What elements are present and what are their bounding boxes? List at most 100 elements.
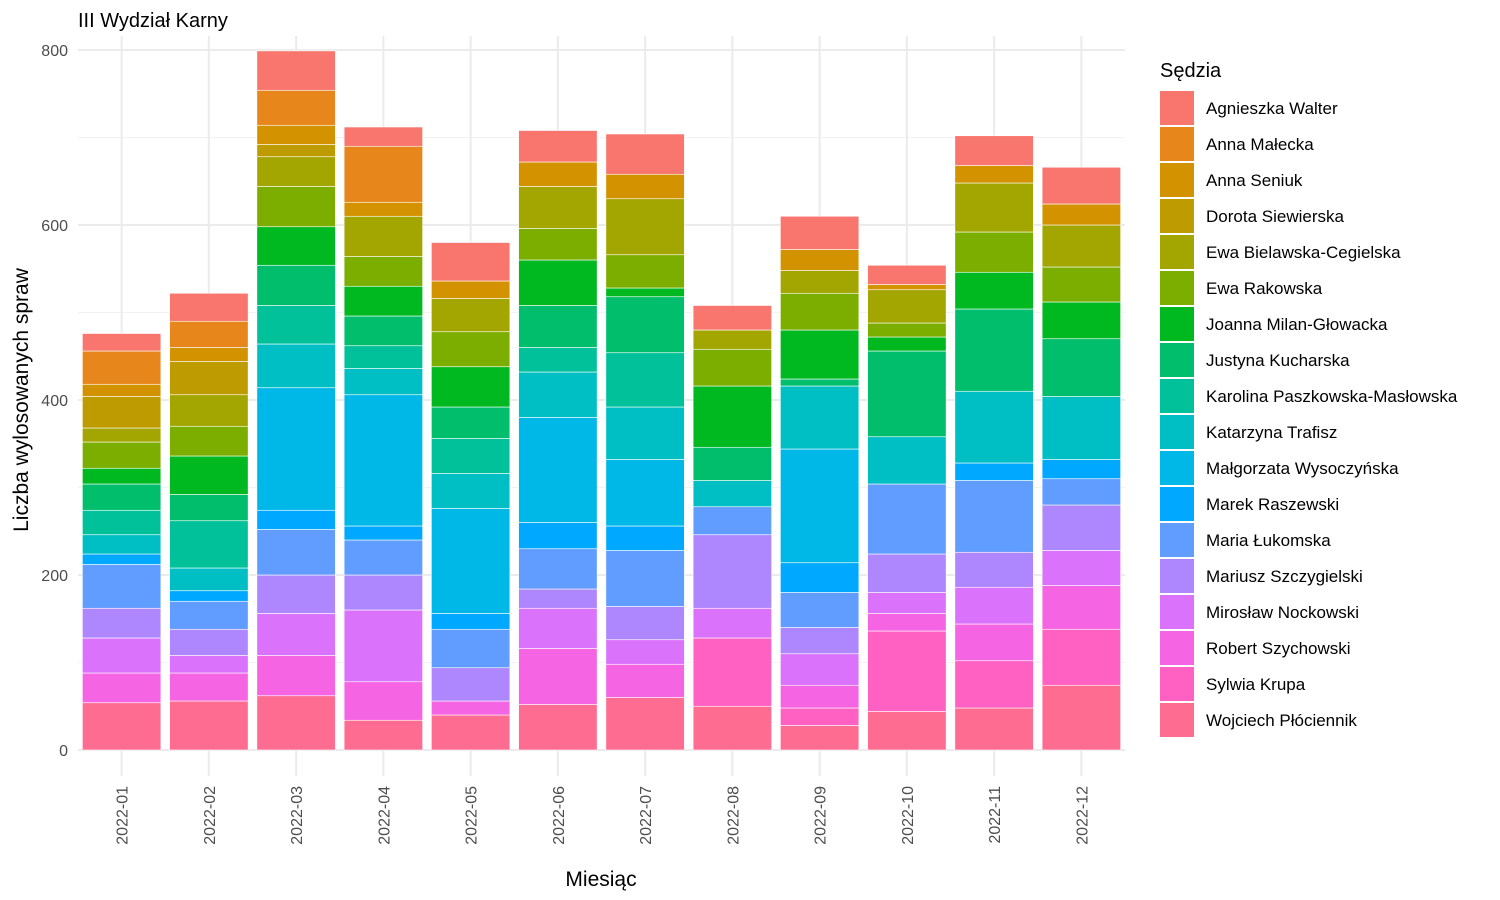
bar-segment [169,320,249,348]
bar-segment [954,586,1034,625]
bar-segment [780,249,860,271]
bar-segment [256,89,336,126]
bar-segment [1041,166,1121,205]
bars [82,50,1121,751]
bar-segment [431,473,511,509]
x-tick-label: 2022-05 [464,786,481,845]
bar-segment [431,438,511,474]
bar-segment [954,707,1034,751]
bar-segment [605,173,685,200]
bar-segment [692,705,772,751]
bar-segment [605,525,685,551]
bar-segment [343,256,423,287]
bar-segment [605,406,685,460]
legend: Agnieszka Walter Anna Małecka Anna Seniuk D… [1160,91,1458,737]
bar-segment [518,371,598,418]
bar-segment [518,305,598,348]
bar-segment [169,494,249,522]
bar-segment [867,630,947,712]
bar-segment [605,550,685,607]
bar-segment [867,711,947,751]
bar-segment [343,345,423,369]
legend-swatch [1160,91,1194,125]
bar-segment [780,562,860,593]
bar-segment [82,534,162,555]
bar-segment [954,462,1034,481]
legend-swatch [1160,451,1194,485]
bar-segment [518,347,598,373]
bar-segment [431,613,511,630]
bar-segment [518,548,598,590]
legend-label: Joanna Milan-Głowacka [1206,315,1388,334]
bar-segment [256,574,336,614]
legend-label: Ewa Rakowska [1206,279,1323,298]
bar-segment [169,567,249,592]
legend-swatch [1160,307,1194,341]
x-tick-label: 2022-09 [813,786,830,845]
bar-segment [1041,203,1121,226]
bar-segment [1041,301,1121,340]
bar-segment [169,520,249,569]
legend-swatch [1160,559,1194,593]
bar-segment [518,228,598,261]
y-tick-label: 800 [41,43,68,60]
bar-segment [692,385,772,448]
bar-segment [343,285,423,317]
legend-swatch [1160,163,1194,197]
bar-segment [256,156,336,187]
bar-segment [431,700,511,716]
bar-segment [867,264,947,285]
bar-segment [518,588,598,609]
bar-segment [256,50,336,91]
bar-segment [256,509,336,530]
bar-segment [1041,550,1121,586]
bar-segment [692,637,772,707]
legend-swatch [1160,487,1194,521]
legend-swatch [1160,595,1194,629]
legend-label: Karolina Paszkowska-Masłowska [1206,387,1458,406]
bar-segment [954,231,1034,273]
bar-segment [692,305,772,331]
bar-segment [82,441,162,469]
y-tick-label: 0 [59,743,68,760]
bar-segment [518,704,598,751]
bar-segment [1041,224,1121,268]
bar-segment [780,385,860,450]
bar-segment [431,331,511,368]
bar-segment [605,663,685,698]
bar-segment [1041,338,1121,397]
legend-label: Małgorzata Wysoczyńska [1206,459,1399,478]
bar-segment [431,242,511,282]
bar-segment [692,534,772,609]
bar-segment [343,201,423,217]
legend-swatch [1160,631,1194,665]
bar-segment [82,467,162,485]
x-tick-label: 2022-08 [725,786,742,845]
bar-segment [867,322,947,338]
bar-segment [518,161,598,187]
bar-segment [692,348,772,387]
bar-segment [343,609,423,683]
bar-segment [867,436,947,485]
bar-segment [954,165,1034,184]
bar-segment [82,637,162,674]
bar-segment [82,483,162,511]
bar-segment [780,448,860,564]
legend-label: Agnieszka Walter [1206,99,1338,118]
x-tick-label: 2022-03 [289,786,306,845]
bar-segment [431,280,511,299]
bar-segment [605,133,685,175]
bar-segment [343,126,423,147]
x-tick-label: 2022-07 [638,786,655,845]
bar-segment [605,198,685,256]
legend-label: Robert Szychowski [1206,639,1351,658]
bar-segment [343,315,423,347]
legend-swatch [1160,343,1194,377]
legend-label: Katarzyna Trafisz [1206,423,1337,442]
bar-segment [256,264,336,306]
bar-segment [692,607,772,639]
bar-segment [431,406,511,439]
bar-segment [169,361,249,396]
bar-segment [343,681,423,721]
bar-segment [780,378,860,387]
